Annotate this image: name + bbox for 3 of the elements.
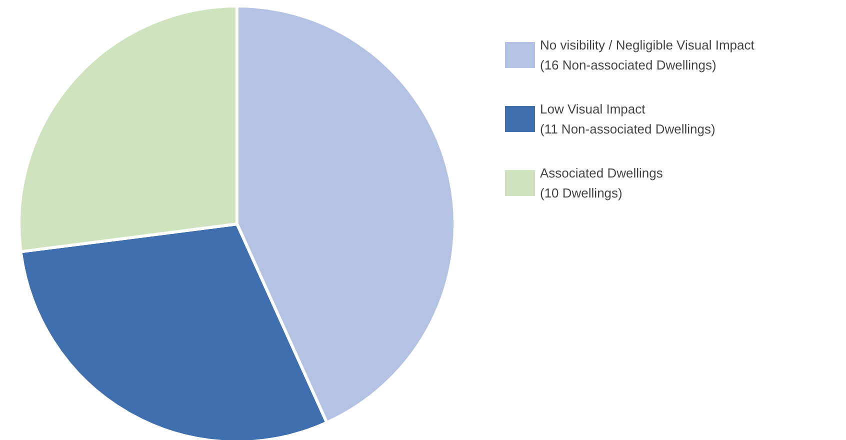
legend-label: No visibility / Negligible Visual Impact (16 Non-associated Dwellings) (540, 38, 755, 72)
legend-label: Associated Dwellings (10 Dwellings) (540, 166, 664, 200)
legend-label: Low Visual Impact (11 Non-associated Dwellings) (540, 102, 716, 136)
